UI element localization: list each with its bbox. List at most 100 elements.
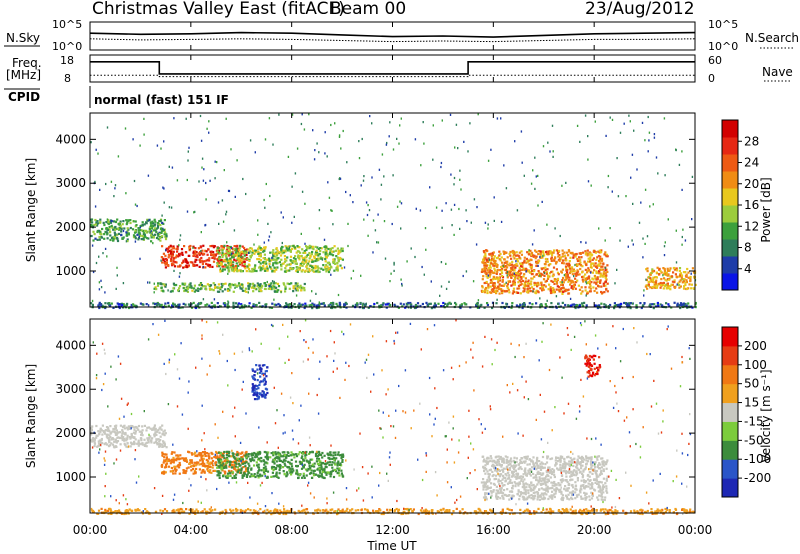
scatter-cell [679,285,682,288]
scatter-cell [95,436,98,439]
scatter-speckle [663,254,666,257]
scatter-cell [599,280,602,283]
scatter-cell [161,424,164,427]
scatter-cell [483,270,486,273]
scatter-cell [260,469,263,472]
scatter-speckle [691,175,694,178]
scatter-cell [324,465,327,468]
scatter-speckle [363,218,365,221]
scatter-cell [463,302,466,305]
scatter-cell [221,284,224,287]
scatter-cell [112,220,115,223]
scatter-cell [604,251,607,254]
scatter-cell [583,301,586,304]
scatter-speckle [549,150,551,153]
scatter-cell [409,301,412,305]
scatter-cell [567,288,570,291]
scatter-cell [320,473,323,476]
scatter-speckle [459,227,461,230]
scatter-speckle [361,137,363,141]
scatter-speckle [352,269,355,272]
scatter-cell [499,480,502,483]
scatter-cell [182,302,185,305]
scatter-cell [174,256,177,259]
scatter-cell [233,465,236,468]
scatter-cell [200,452,203,455]
scatter-cell [499,259,502,262]
scatter-cell [226,303,229,306]
scatter-cell [684,283,687,286]
nave-line [90,74,695,78]
scatter-cell [186,290,189,293]
scatter-cell [226,304,229,307]
scatter-cell [587,357,590,360]
scatter-cell [261,390,264,393]
scatter-cell [194,252,197,255]
scatter-speckle [472,280,475,283]
scatter-cell [298,246,301,249]
scatter-cell [598,249,601,252]
scatter-cell [333,245,336,248]
scatter-cell [226,472,230,475]
scatter-cell [106,237,109,240]
scatter-speckle [218,222,220,225]
scatter-cell [295,289,298,292]
scatter-speckle [451,224,453,227]
scatter-cell [572,254,575,257]
scatter-speckle [167,289,169,292]
scatter-cell [321,456,324,459]
scatter-cell [679,274,682,277]
scatter-cell [271,264,275,267]
scatter-cell [250,467,253,470]
scatter-cell [495,257,498,260]
scatter-cell [230,261,233,264]
scatter-cell [132,236,136,239]
scatter-cell [215,452,219,455]
scatter-cell [327,270,331,274]
scatter-cell [195,467,198,471]
scatter-cell [207,452,210,455]
scatter-speckle [616,268,618,271]
scatter-cell [332,303,335,306]
scatter-speckle [160,147,162,150]
scatter-cell [272,262,275,265]
scatter-cell [248,264,251,267]
scatter-cell [159,426,162,429]
scatter-cell [235,249,238,252]
scatter-cell [485,267,488,270]
scatter-cell [138,430,141,433]
scatter-cell [236,257,239,260]
scatter-cell [250,454,253,457]
scatter-cell [300,270,303,273]
scatter-speckle [643,294,645,297]
scatter-cell [645,278,648,282]
scatter-speckle [410,247,412,250]
scatter-cell [513,253,516,256]
scatter-cell [537,252,540,256]
scatter-cell [512,255,515,258]
scatter-cell [549,286,552,289]
scatter-speckle [361,304,364,307]
scatter-cell [256,258,259,261]
scatter-cell [512,287,516,290]
scatter-cell [444,302,447,305]
scatter-cell [539,287,542,290]
scatter-cell [275,254,279,257]
scatter-cell [590,456,593,459]
scatter-cell [265,461,268,464]
scatter-cell [129,226,132,230]
scatter-cell [678,269,681,273]
scatter-speckle [360,274,362,277]
scatter-cell [535,250,538,253]
scatter-cell [154,431,157,434]
scatter-cell [279,459,282,462]
scatter-cell [535,273,538,276]
scatter-cell [381,303,384,306]
scatter-cell [511,302,514,305]
scatter-cell [613,304,616,308]
scatter-cell [113,228,117,231]
scatter-speckle [324,131,326,134]
scatter-cell [668,278,671,281]
scatter-cell [211,244,214,248]
scatter-cell [293,456,296,459]
